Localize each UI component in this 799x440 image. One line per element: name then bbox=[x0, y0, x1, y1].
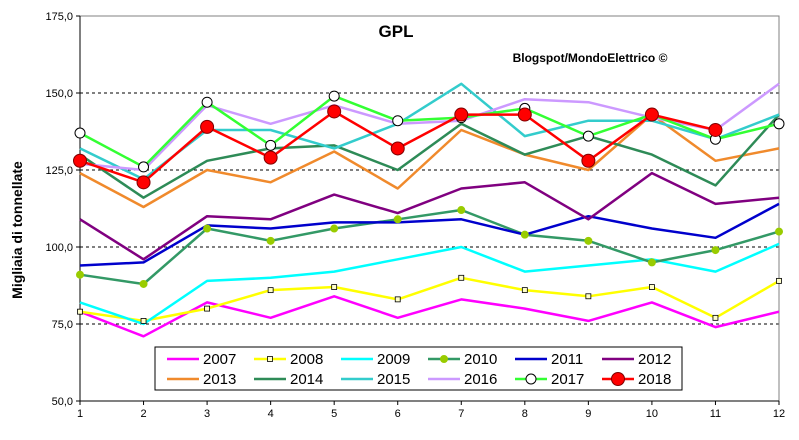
x-tick-label: 10 bbox=[646, 408, 658, 420]
data-point-2008 bbox=[712, 314, 719, 321]
legend-label-2017: 2017 bbox=[551, 371, 584, 388]
legend-label-2013: 2013 bbox=[203, 371, 236, 388]
data-point-2017 bbox=[582, 130, 594, 142]
data-point-2018 bbox=[390, 141, 405, 156]
data-point-2010 bbox=[76, 270, 84, 279]
x-tick-label: 12 bbox=[773, 408, 785, 420]
series-line-2017 bbox=[79, 94, 780, 169]
x-tick-label: 5 bbox=[331, 408, 337, 420]
data-point-2018 bbox=[327, 104, 342, 119]
data-point-2017 bbox=[265, 139, 277, 151]
data-point-2018 bbox=[73, 153, 87, 168]
legend-label-2016: 2016 bbox=[464, 371, 497, 388]
legend-label-2008: 2008 bbox=[290, 351, 323, 368]
data-point-2017 bbox=[328, 90, 340, 102]
y-tick-label: 175,0 bbox=[45, 11, 73, 23]
data-point-2017 bbox=[138, 161, 150, 173]
legend-label-2015: 2015 bbox=[377, 371, 410, 388]
data-point-2018 bbox=[708, 122, 723, 137]
data-point-2008 bbox=[267, 287, 274, 294]
x-tick-label: 3 bbox=[204, 408, 210, 420]
data-point-2018 bbox=[644, 107, 659, 122]
data-point-2008 bbox=[585, 293, 592, 300]
data-point-2008 bbox=[331, 284, 338, 290]
x-tick-label: 2 bbox=[140, 408, 146, 420]
x-tick-label: 8 bbox=[522, 408, 528, 420]
data-point-2008 bbox=[77, 308, 83, 315]
legend-marker-2008 bbox=[267, 356, 273, 362]
x-tick-label: 1 bbox=[77, 408, 83, 420]
data-point-2008 bbox=[458, 274, 465, 281]
legend-label-2007: 2007 bbox=[203, 351, 236, 368]
legend-box bbox=[154, 346, 683, 391]
y-tick-label: 125,0 bbox=[45, 165, 73, 177]
legend-label-2018: 2018 bbox=[638, 371, 671, 388]
series-line-2008 bbox=[79, 276, 780, 323]
series-line-2010 bbox=[79, 208, 780, 286]
data-point-2008 bbox=[394, 296, 401, 303]
legend-label-2010: 2010 bbox=[464, 351, 497, 368]
data-point-2010 bbox=[775, 227, 783, 236]
data-point-2010 bbox=[457, 206, 466, 215]
legend-marker-2010 bbox=[440, 355, 448, 363]
data-point-2008 bbox=[776, 277, 782, 284]
y-tick-label: 100,0 bbox=[45, 242, 73, 254]
data-point-2010 bbox=[520, 230, 529, 239]
series-line-2012 bbox=[79, 171, 780, 261]
data-point-2010 bbox=[393, 215, 402, 224]
data-point-2018 bbox=[581, 153, 596, 168]
series-line-2007 bbox=[79, 295, 780, 338]
legend-label-2011: 2011 bbox=[551, 351, 583, 368]
legend-label-2009: 2009 bbox=[377, 351, 410, 368]
series-line-2013 bbox=[79, 113, 780, 209]
legend: 2007 2008 2009 2010 2011 2012 2013 2014 2015 2016… bbox=[154, 346, 683, 391]
series-line-2015 bbox=[79, 82, 780, 181]
x-tick-label: 11 bbox=[710, 408, 721, 420]
data-point-2010 bbox=[330, 224, 339, 233]
marker-layer bbox=[73, 90, 785, 324]
series-layer bbox=[79, 82, 780, 338]
y-tick-label: 75,0 bbox=[52, 319, 73, 331]
data-point-2008 bbox=[204, 305, 210, 312]
y-tick-label: 150,0 bbox=[45, 88, 73, 100]
series-line-2014 bbox=[79, 113, 780, 199]
data-point-2017 bbox=[773, 118, 785, 130]
data-point-2008 bbox=[140, 318, 147, 324]
data-point-2018 bbox=[263, 150, 278, 165]
data-point-2017 bbox=[201, 96, 213, 108]
data-point-2017 bbox=[392, 115, 404, 127]
data-point-2010 bbox=[584, 236, 593, 245]
data-point-2010 bbox=[266, 236, 275, 245]
legend-marker-2018 bbox=[611, 372, 625, 386]
x-tick-label: 6 bbox=[395, 408, 401, 420]
data-point-2010 bbox=[647, 258, 656, 267]
data-point-2018 bbox=[454, 107, 469, 122]
legend-marker-2017 bbox=[525, 373, 537, 385]
data-point-2018 bbox=[200, 119, 215, 134]
legend-label-2012: 2012 bbox=[638, 351, 671, 368]
x-tick-label: 4 bbox=[268, 408, 274, 420]
y-tick-label: 50,0 bbox=[52, 396, 73, 408]
data-point-2018 bbox=[517, 107, 532, 122]
data-point-2010 bbox=[203, 224, 212, 233]
y-axis-label: Migliaia di tonnellate bbox=[9, 161, 25, 299]
data-point-2010 bbox=[711, 246, 720, 255]
chart-subtitle: Blogspot/MondoElettrico © bbox=[513, 51, 668, 65]
data-point-2008 bbox=[521, 287, 528, 294]
data-point-2010 bbox=[139, 279, 148, 288]
data-point-2018 bbox=[136, 175, 151, 190]
x-tick-label: 7 bbox=[458, 408, 464, 420]
data-point-2008 bbox=[649, 284, 655, 290]
grid-layer bbox=[80, 92, 779, 325]
x-tick-label: 9 bbox=[585, 408, 591, 420]
chart-title: GPL bbox=[379, 22, 414, 41]
data-point-2017 bbox=[74, 127, 86, 139]
series-line-2011 bbox=[79, 202, 780, 267]
legend-label-2014: 2014 bbox=[290, 371, 323, 388]
